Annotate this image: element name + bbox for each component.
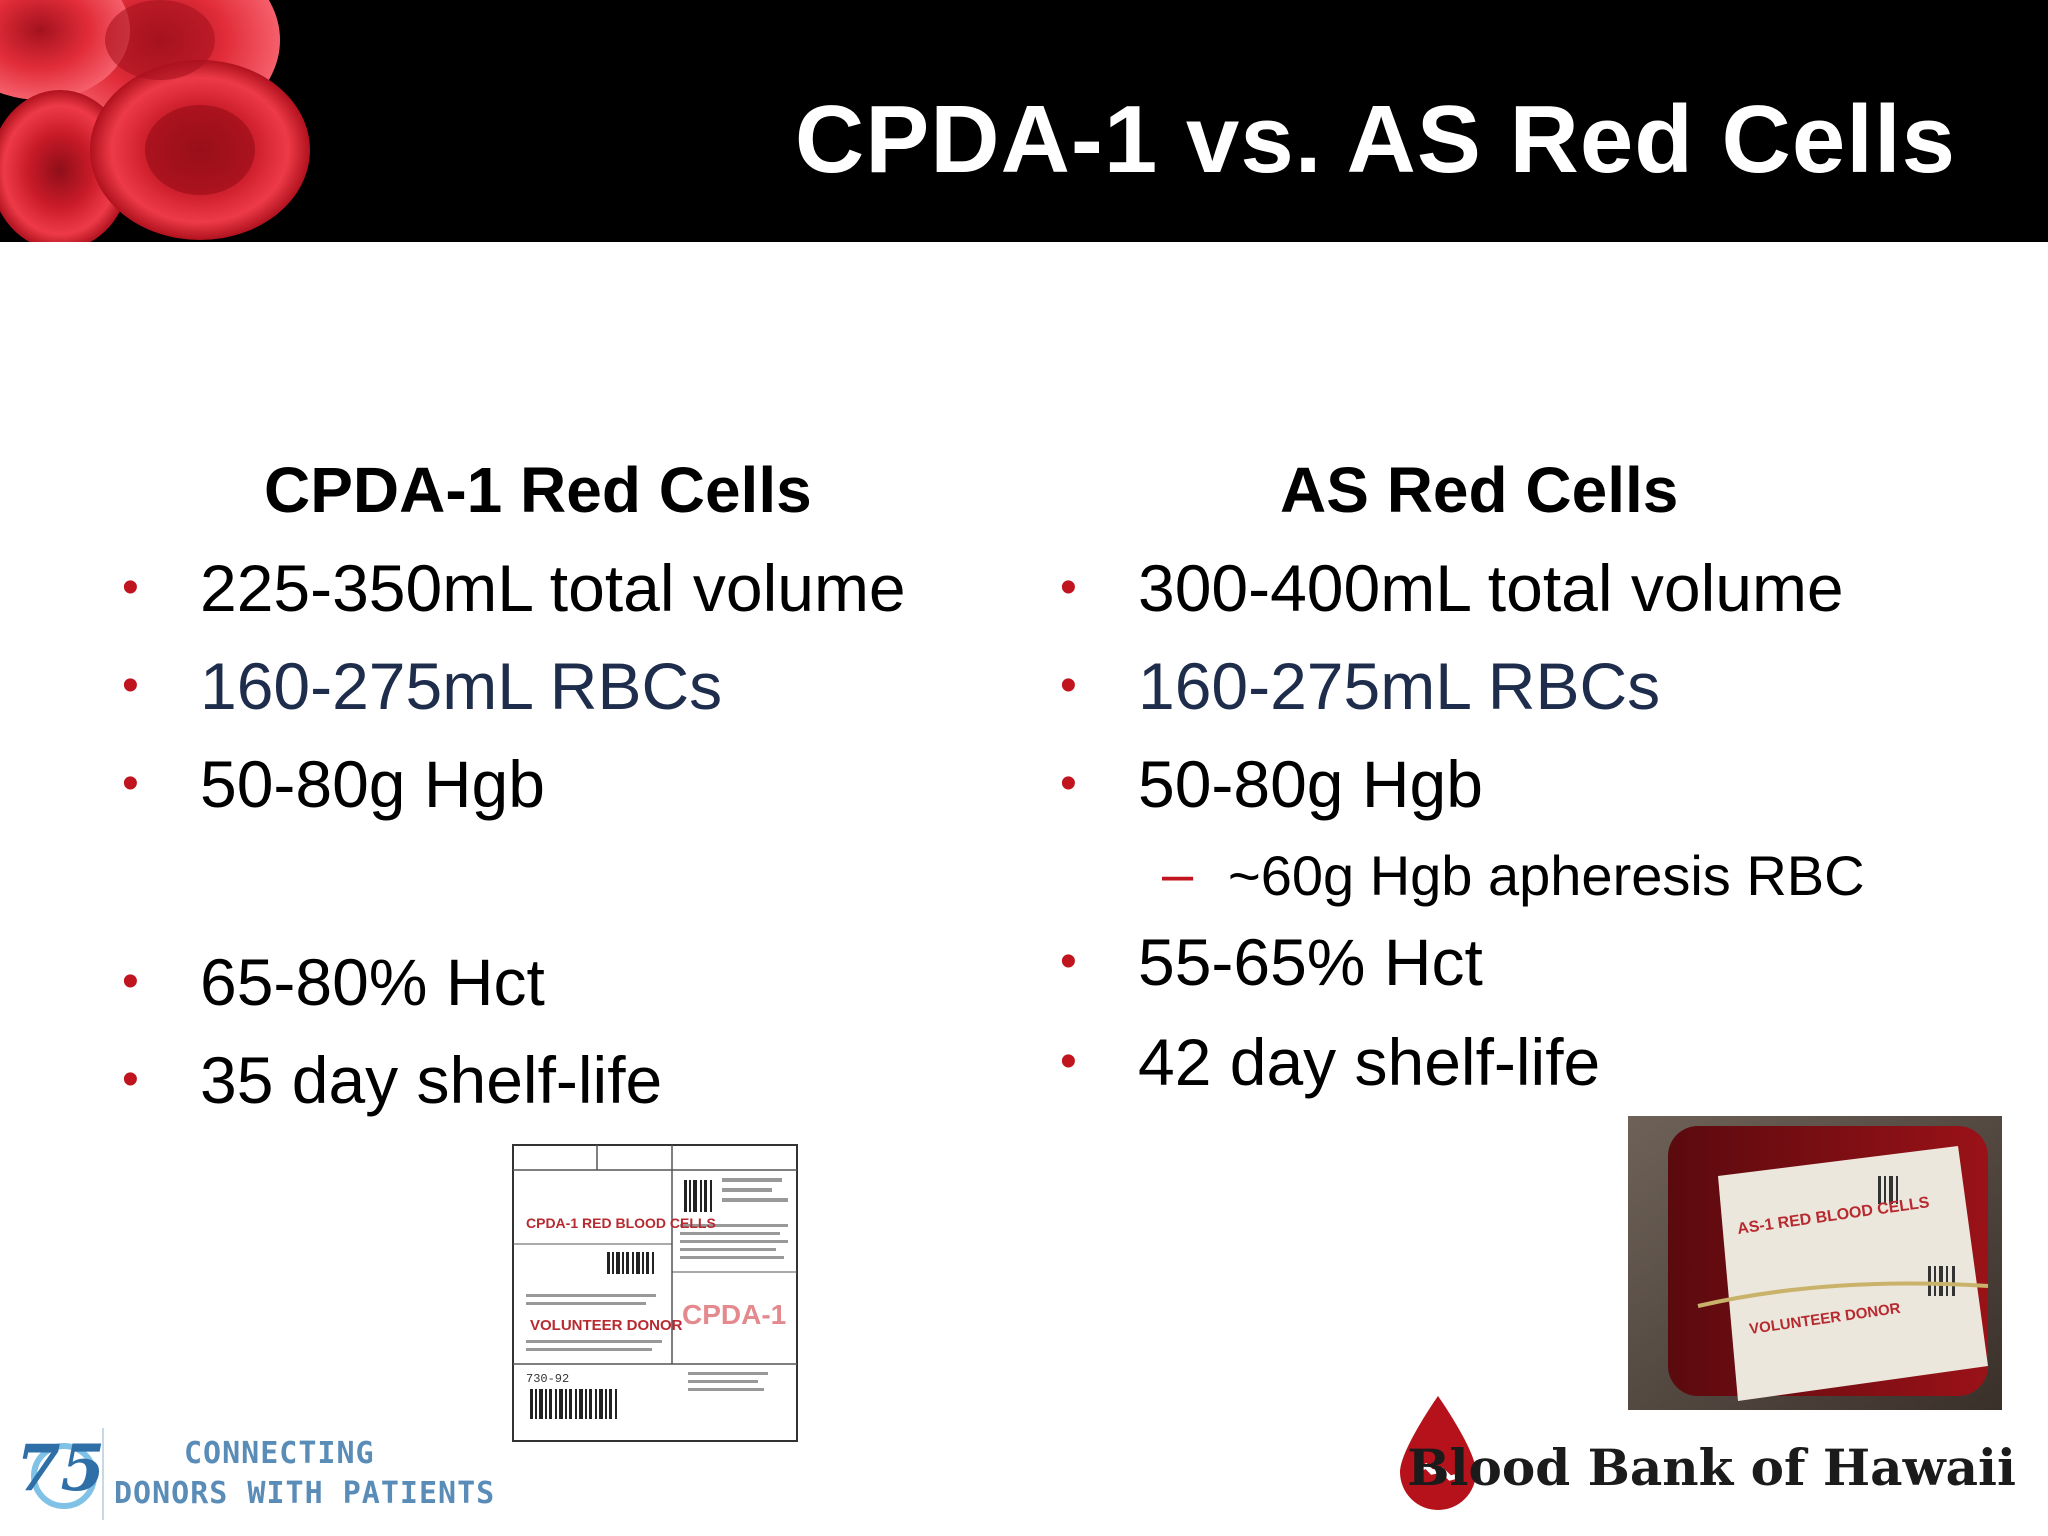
bullet-marker: • <box>1060 1035 1077 1088</box>
list-item-text: 160-275mL RBCs <box>1138 649 1661 723</box>
sub-bullet-marker: – <box>1162 842 1194 905</box>
bullet-marker: • <box>1060 757 1077 810</box>
label-stamp-text: CPDA-1 <box>682 1299 786 1330</box>
bullet-marker: • <box>122 659 139 712</box>
sub-list-item: – ~60g Hgb apheresis RBC <box>1162 842 1865 910</box>
list-item: • 65-80% Hct <box>122 942 545 1022</box>
anniversary-number: 75 <box>16 1431 105 1506</box>
list-item-text: 300-400mL total volume <box>1138 551 1844 625</box>
bullet-marker: • <box>122 955 139 1008</box>
bullet-marker: • <box>1060 935 1077 988</box>
bullet-marker: • <box>1060 659 1077 712</box>
cpda-label-image: CPDA-1 RED BLOOD CELLS VOLUNTEER DONOR C… <box>512 1144 798 1442</box>
list-item: • 160-275mL RBCs <box>122 646 723 726</box>
list-item: • 35 day shelf-life <box>122 1040 663 1120</box>
list-item: • 55-65% Hct <box>1060 922 1483 1002</box>
list-item-text: 225-350mL total volume <box>200 551 906 625</box>
left-column-heading: CPDA-1 Red Cells <box>264 454 812 526</box>
cpda-label-graphic: CPDA-1 RED BLOOD CELLS VOLUNTEER DONOR C… <box>512 1144 798 1442</box>
list-item-text: 65-80% Hct <box>200 945 545 1019</box>
label-product-text: CPDA-1 RED BLOOD CELLS <box>526 1215 716 1231</box>
list-item: • 42 day shelf-life <box>1060 1022 1601 1102</box>
footer-brand-name: Blood Bank of Hawaii <box>1407 1438 2016 1497</box>
sub-list-item-text: ~60g Hgb apheresis RBC <box>1228 844 1865 907</box>
label-donor-text: VOLUNTEER DONOR <box>530 1317 683 1334</box>
red-blood-cells-art <box>0 0 310 242</box>
list-item-text: 42 day shelf-life <box>1138 1025 1601 1099</box>
list-item-text: 55-65% Hct <box>1138 925 1483 999</box>
label-code-text: 730-92 <box>526 1372 569 1386</box>
bullet-marker: • <box>122 1053 139 1106</box>
footer-tagline-line1: CONNECTING <box>184 1436 375 1471</box>
list-item-text: 50-80g Hgb <box>1138 747 1483 821</box>
list-item: • 160-275mL RBCs <box>1060 646 1661 726</box>
bullet-marker: • <box>122 757 139 810</box>
list-item-text: 160-275mL RBCs <box>200 649 723 723</box>
slide-title: CPDA-1 vs. AS Red Cells <box>794 86 1956 193</box>
blood-bag-graphic: AS-1 RED BLOOD CELLS VOLUNTEER DONOR <box>1628 1116 2002 1410</box>
header-bar: CPDA-1 vs. AS Red Cells <box>0 0 2048 242</box>
blood-drop-icon <box>1400 1396 1476 1510</box>
list-item: • 300-400mL total volume <box>1060 548 1844 628</box>
list-item-text: 35 day shelf-life <box>200 1043 663 1117</box>
footer-divider <box>102 1428 104 1520</box>
bullet-marker: • <box>1060 561 1077 614</box>
list-item: • 225-350mL total volume <box>122 548 906 628</box>
as-bag-photo: AS-1 RED BLOOD CELLS VOLUNTEER DONOR <box>1628 1116 2002 1410</box>
bullet-marker: • <box>122 561 139 614</box>
right-column-heading: AS Red Cells <box>1280 454 1679 526</box>
footer-tagline-line2: DONORS WITH PATIENTS <box>114 1476 496 1511</box>
list-item-text: 50-80g Hgb <box>200 747 545 821</box>
anniversary-75-icon: 75 <box>16 1431 105 1509</box>
list-item: • 50-80g Hgb <box>122 744 545 824</box>
list-item: • 50-80g Hgb <box>1060 744 1483 824</box>
